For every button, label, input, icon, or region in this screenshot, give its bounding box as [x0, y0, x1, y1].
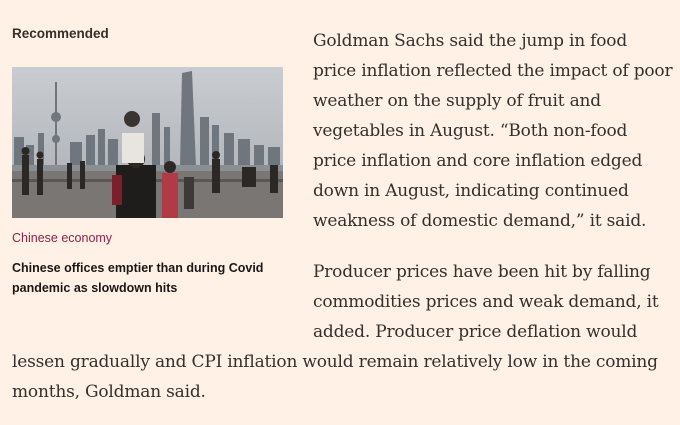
paragraph-line: down in August, indicating continued — [313, 181, 629, 201]
article-paragraph-2-full: lessen gradually and CPI inflation would… — [12, 347, 658, 407]
paragraph-line: vegetables in August. “Both non-food — [313, 121, 628, 141]
paragraph-line: Producer prices have been hit by falling — [313, 262, 651, 282]
paragraph-line: commodities prices and weak demand, it — [313, 292, 659, 312]
paragraph-line: Goldman Sachs said the jump in food — [313, 31, 628, 51]
article-paragraph-1: Goldman Sachs said the jump in food pric… — [313, 26, 673, 236]
recommended-panel: Recommended — [12, 20, 287, 295]
recommended-heading: Recommended — [12, 26, 109, 41]
paragraph-line: added. Producer price deflation would — [313, 322, 638, 342]
paragraph-line: lessen gradually and CPI inflation would… — [12, 352, 658, 372]
headline-line: Chinese offices emptier than during Covi… — [12, 261, 264, 275]
paragraph-line: weather on the supply of fruit and — [313, 91, 601, 111]
headline-line: pandemic as slowdown hits — [12, 281, 178, 295]
topic-link[interactable]: Chinese economy — [12, 231, 113, 245]
article-thumbnail[interactable] — [12, 67, 283, 218]
paragraph-line: price inflation and core inflation edged — [313, 151, 643, 171]
article-paragraph-2-wrapped: Producer prices have been hit by falling… — [313, 257, 659, 347]
paragraph-line: months, Goldman said. — [12, 382, 206, 402]
recommended-headline-link[interactable]: Chinese offices emptier than during Covi… — [12, 258, 287, 298]
paragraph-line: weakness of domestic demand,” it said. — [313, 211, 647, 231]
paragraph-line: price inflation reflected the impact of … — [313, 61, 673, 81]
